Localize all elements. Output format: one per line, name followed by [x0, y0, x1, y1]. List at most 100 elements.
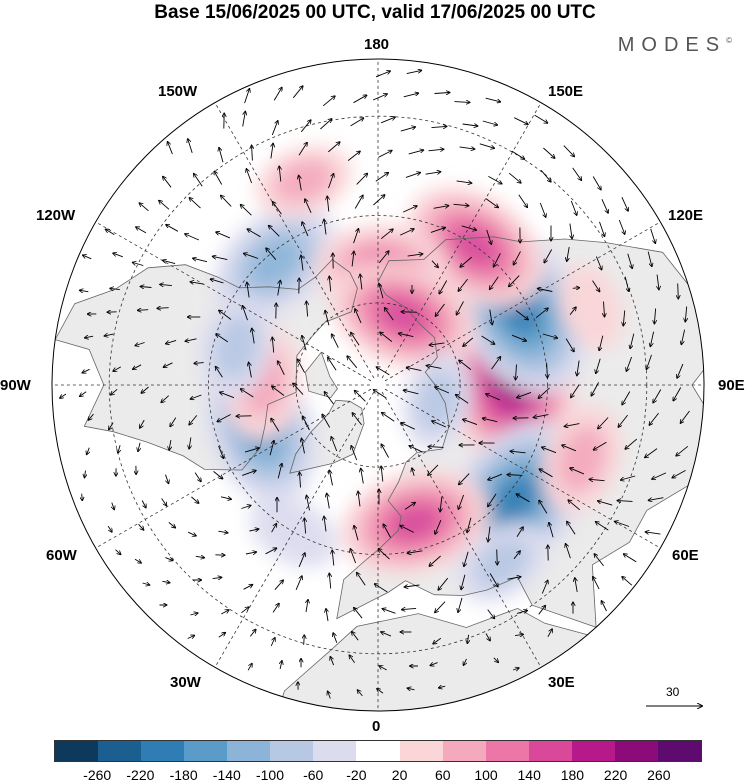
- wind-vector: [593, 577, 600, 590]
- wind-vector: [650, 228, 656, 243]
- wind-vector: [539, 202, 545, 217]
- wind-vector: [216, 232, 231, 239]
- wind-vector: [109, 422, 114, 430]
- wind-vector: [570, 200, 576, 215]
- wind-vector: [572, 288, 579, 289]
- wind-vector: [429, 447, 444, 448]
- wind-vector: [358, 492, 360, 507]
- wind-vector: [135, 342, 145, 346]
- wind-vector: [218, 445, 224, 458]
- meridian-line: [95, 221, 372, 382]
- wind-vector: [141, 287, 152, 288]
- wind-vector: [329, 277, 330, 292]
- longitude-label-0: 0: [372, 718, 381, 735]
- wind-vector: [304, 635, 305, 645]
- wind-vector: [433, 637, 442, 643]
- colorbar-tick-label: 140: [517, 767, 541, 783]
- page-title: Base 15/06/2025 00 UTC, valid 17/06/2025…: [154, 2, 596, 23]
- wind-vector: [214, 172, 223, 185]
- colorbar-swatch: [399, 741, 443, 761]
- wind-vector: [623, 310, 624, 326]
- wind-vector: [189, 415, 198, 424]
- wind-vector: [436, 303, 445, 316]
- wind-vector: [381, 444, 389, 458]
- wind-vector: [185, 234, 200, 241]
- wind-vector: [302, 336, 307, 351]
- wind-vector: [625, 438, 637, 449]
- wind-vector: [159, 201, 170, 210]
- wind-vector: [357, 573, 366, 586]
- wind-vector: [327, 494, 330, 509]
- wind-vector: [327, 197, 329, 212]
- wind-vector: [621, 197, 628, 211]
- wind-vector: [403, 206, 417, 213]
- wind-vector: [467, 517, 472, 533]
- wind-vector: [654, 308, 655, 324]
- wind-vector: [242, 112, 246, 127]
- wind-vector: [212, 577, 222, 578]
- wind-vector: [491, 357, 501, 370]
- wind-vector: [213, 256, 228, 261]
- wind-vector: [351, 446, 358, 461]
- wind-vector: [306, 600, 308, 613]
- wind-vector: [566, 544, 571, 559]
- wind-vector: [454, 102, 470, 103]
- wind-vector: [297, 359, 305, 373]
- wind-vector: [292, 86, 302, 99]
- wind-vector: [618, 414, 628, 427]
- wind-vector: [652, 472, 667, 479]
- wind-vector: [515, 310, 528, 320]
- wind-vector: [383, 524, 391, 538]
- wind-vector: [60, 393, 67, 398]
- wind-vector: [404, 503, 415, 510]
- wind-vector: [570, 468, 585, 475]
- wind-vector: [385, 308, 394, 321]
- wind-vector: [377, 367, 390, 376]
- wind-vector: [440, 496, 442, 512]
- wind-vector: [354, 526, 359, 541]
- wind-vector: [383, 609, 396, 614]
- wind-vector: [375, 173, 388, 182]
- wind-vector: [244, 89, 250, 104]
- wind-vector: [429, 555, 441, 566]
- wind-vector: [435, 601, 446, 613]
- wind-vector: [358, 690, 363, 697]
- wind-vector: [193, 258, 208, 263]
- wind-vector: [408, 550, 423, 553]
- wind-vector: [382, 413, 395, 422]
- wind-vector: [375, 71, 390, 78]
- wind-vector: [647, 251, 652, 267]
- wind-vector: [85, 336, 94, 338]
- wind-vector: [572, 167, 582, 180]
- wind-vector: [216, 334, 229, 343]
- wind-vector: [672, 470, 686, 477]
- wind-vector: [245, 552, 256, 554]
- wind-vector: [247, 283, 249, 298]
- wind-vector: [379, 549, 390, 560]
- wind-vector: [494, 253, 501, 266]
- meridian-line: [384, 221, 661, 382]
- wind-vector: [248, 229, 261, 238]
- colorbar-tick-label: -140: [212, 767, 241, 783]
- wind-vector: [353, 229, 359, 244]
- wind-vector: [112, 502, 114, 510]
- wind-vector: [356, 174, 368, 185]
- wind-vector: [435, 387, 450, 394]
- colorbar-swatch: [227, 741, 271, 761]
- longitude-label-120w: 120W: [36, 207, 76, 224]
- wind-vector: [380, 332, 393, 342]
- wind-vector: [165, 474, 169, 484]
- wind-vector: [601, 199, 608, 213]
- colorbar-swatch: [614, 741, 658, 761]
- wind-vector: [138, 310, 149, 311]
- wind-vector: [304, 519, 305, 534]
- wind-vector: [302, 222, 309, 237]
- wind-vector: [493, 657, 498, 662]
- wind-vector: [539, 387, 550, 398]
- wind-vector: [399, 333, 414, 338]
- wind-vector: [249, 529, 259, 531]
- wind-vector: [298, 143, 307, 156]
- wind-vector: [567, 522, 576, 535]
- wind-vector: [302, 439, 305, 454]
- colorbar-tick-label: 100: [474, 767, 498, 783]
